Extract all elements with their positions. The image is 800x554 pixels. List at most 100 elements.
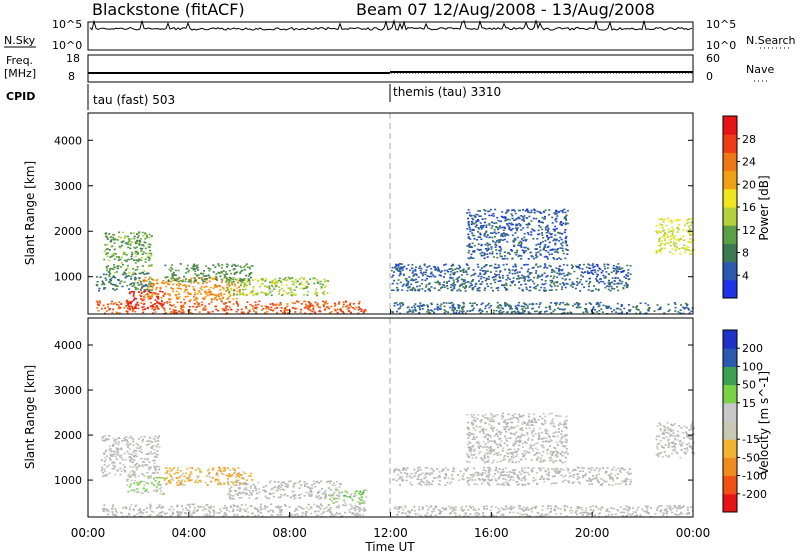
scatter-cell (472, 218, 475, 221)
scatter-cell (138, 240, 141, 242)
scatter-cell (600, 271, 603, 274)
scatter-cell (543, 247, 545, 249)
scatter-cell (194, 280, 197, 282)
scatter-cell (104, 435, 107, 437)
scatter-cell (150, 278, 153, 280)
scatter-cell (395, 302, 398, 304)
scatter-cell (462, 270, 465, 273)
scatter-cell (470, 223, 473, 226)
scatter-cell (125, 305, 128, 307)
scatter-cell (522, 477, 525, 479)
scatter-cell (202, 297, 205, 299)
scatter-cell (554, 234, 557, 236)
scatter-cell (199, 481, 202, 483)
scatter-cell (539, 254, 542, 256)
scatter-cell (436, 281, 439, 284)
scatter-cell (571, 482, 574, 484)
scatter-cell (150, 253, 153, 255)
scatter-cell (147, 252, 150, 255)
scatter-cell (503, 251, 506, 253)
scatter-cell (148, 246, 151, 248)
scatter-cell (98, 287, 101, 290)
scatter-cell (547, 231, 550, 233)
scatter-cell (595, 311, 598, 313)
scatter-cell (460, 477, 463, 480)
scatter-cell (431, 471, 434, 474)
scatter-cell (578, 303, 581, 305)
scatter-cell (450, 283, 453, 286)
scatter-cell (471, 474, 474, 476)
scatter-cell (136, 301, 139, 304)
scatter-cell (211, 310, 214, 313)
scatter-cell (427, 312, 430, 314)
scatter-cell (304, 512, 307, 515)
scatter-cell (184, 284, 187, 287)
scatter-cell (587, 467, 590, 470)
scatter-cell (520, 305, 523, 308)
cpid-segment-1: tau (fast) 503 (93, 93, 175, 107)
scatter-cell (558, 270, 560, 272)
scatter-cell (565, 249, 568, 251)
scatter-cell (525, 303, 528, 306)
scatter-cell (108, 271, 111, 273)
scatter-cell (139, 239, 142, 241)
scatter-cell (400, 263, 403, 265)
scatter-cell (247, 278, 250, 281)
scatter-cell (117, 307, 120, 309)
scatter-cell (656, 230, 659, 232)
scatter-cell (547, 473, 550, 476)
scatter-cell (509, 308, 512, 310)
scatter-cell (447, 270, 450, 273)
scatter-cell (259, 279, 262, 281)
scatter-cell (513, 245, 516, 248)
scatter-cell (340, 491, 343, 494)
scatter-cell (128, 305, 131, 307)
scatter-cell (106, 248, 109, 250)
scatter-cell (178, 511, 181, 513)
scatter-cell (405, 279, 408, 282)
scatter-cell (164, 477, 167, 480)
scatter-cell (136, 444, 139, 446)
scatter-cell (511, 250, 514, 252)
scatter-cell (521, 308, 524, 310)
scatter-cell (668, 309, 671, 311)
scatter-cell (606, 267, 609, 269)
scatter-cell (418, 307, 421, 309)
scatter-cell (104, 438, 107, 441)
scatter-cell (329, 511, 332, 514)
scatter-cell (217, 478, 220, 481)
scatter-cell (291, 283, 294, 285)
scatter-cell (173, 277, 176, 280)
scatter-cell (168, 268, 171, 271)
scatter-cell (240, 266, 243, 269)
scatter-cell (514, 251, 517, 254)
scatter-cell (581, 268, 584, 270)
scatter-cell (467, 224, 470, 227)
scatter-cell (242, 292, 245, 295)
scatter-cell (592, 312, 595, 314)
scatter-cell (555, 212, 558, 215)
scatter-cell (189, 466, 192, 469)
scatter-cell (146, 457, 149, 460)
scatter-cell (288, 277, 291, 280)
scatter-cell (452, 310, 455, 312)
scatter-cell (627, 272, 630, 274)
scatter-cell (284, 312, 286, 314)
scatter-cell (237, 472, 240, 474)
scatter-cell (605, 271, 608, 273)
scatter-cell (238, 476, 241, 478)
scatter-cell (295, 300, 298, 303)
scatter-cell (452, 312, 455, 314)
scatter-cell (401, 289, 404, 291)
scatter-cell (254, 514, 257, 517)
scatter-cell (554, 219, 557, 221)
scatter-cell (613, 280, 616, 282)
scatter-cell (334, 303, 337, 306)
scatter-cell (529, 272, 532, 274)
scatter-cell (526, 226, 529, 229)
scatter-cell (312, 277, 315, 280)
scatter-cell (431, 468, 434, 471)
scatter-cell (547, 474, 550, 477)
scatter-cell (175, 477, 178, 479)
scatter-cell (622, 468, 625, 471)
